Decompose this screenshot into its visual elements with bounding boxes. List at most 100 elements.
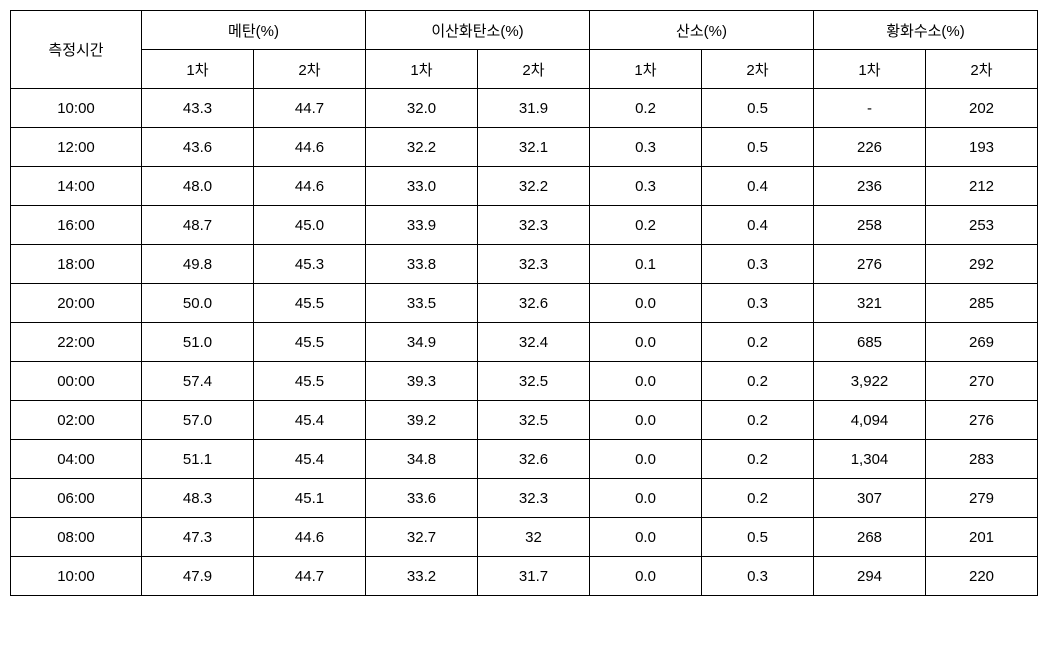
data-cell: 3,922 (814, 362, 926, 401)
data-cell: 44.6 (254, 167, 366, 206)
data-cell: 270 (926, 362, 1038, 401)
table-body: 10:0043.344.732.031.90.20.5-20212:0043.6… (11, 89, 1038, 596)
data-cell: 45.5 (254, 323, 366, 362)
data-cell: 48.7 (142, 206, 254, 245)
time-cell: 14:00 (11, 167, 142, 206)
data-cell: 57.0 (142, 401, 254, 440)
data-cell: 33.0 (366, 167, 478, 206)
data-cell: 44.7 (254, 89, 366, 128)
sub-header: 1차 (142, 50, 254, 89)
data-cell: 0.2 (702, 479, 814, 518)
table-row: 18:0049.845.333.832.30.10.3276292 (11, 245, 1038, 284)
sub-header: 1차 (814, 50, 926, 89)
table-row: 22:0051.045.534.932.40.00.2685269 (11, 323, 1038, 362)
data-cell: 32.6 (478, 440, 590, 479)
time-cell: 06:00 (11, 479, 142, 518)
data-cell: 279 (926, 479, 1038, 518)
data-cell: 57.4 (142, 362, 254, 401)
data-cell: 0.2 (702, 362, 814, 401)
data-cell: 32.0 (366, 89, 478, 128)
data-cell: 236 (814, 167, 926, 206)
table-header: 측정시간 메탄(%) 이산화탄소(%) 산소(%) 황화수소(%) 1차 2차 … (11, 11, 1038, 89)
data-cell: 258 (814, 206, 926, 245)
header-row-1: 측정시간 메탄(%) 이산화탄소(%) 산소(%) 황화수소(%) (11, 11, 1038, 50)
sub-header: 1차 (366, 50, 478, 89)
data-cell: 44.7 (254, 557, 366, 596)
table-row: 14:0048.044.633.032.20.30.4236212 (11, 167, 1038, 206)
sub-header: 2차 (254, 50, 366, 89)
data-cell: 31.7 (478, 557, 590, 596)
data-cell: 321 (814, 284, 926, 323)
data-cell: 32.2 (478, 167, 590, 206)
data-cell: 44.6 (254, 518, 366, 557)
group-header: 산소(%) (590, 11, 814, 50)
data-cell: 32.6 (478, 284, 590, 323)
data-cell: 268 (814, 518, 926, 557)
data-cell: 47.9 (142, 557, 254, 596)
data-cell: 0.0 (590, 518, 702, 557)
group-header: 황화수소(%) (814, 11, 1038, 50)
data-cell: 45.0 (254, 206, 366, 245)
data-cell: 33.2 (366, 557, 478, 596)
data-cell: 44.6 (254, 128, 366, 167)
data-cell: - (814, 89, 926, 128)
data-cell: 226 (814, 128, 926, 167)
data-cell: 43.6 (142, 128, 254, 167)
data-cell: 285 (926, 284, 1038, 323)
table-row: 04:0051.145.434.832.60.00.21,304283 (11, 440, 1038, 479)
data-cell: 45.1 (254, 479, 366, 518)
data-cell: 32.3 (478, 245, 590, 284)
data-cell: 33.6 (366, 479, 478, 518)
data-cell: 32.7 (366, 518, 478, 557)
data-cell: 0.5 (702, 89, 814, 128)
data-cell: 32.3 (478, 479, 590, 518)
data-cell: 51.0 (142, 323, 254, 362)
data-cell: 685 (814, 323, 926, 362)
data-cell: 45.4 (254, 440, 366, 479)
time-cell: 00:00 (11, 362, 142, 401)
data-cell: 193 (926, 128, 1038, 167)
data-cell: 0.5 (702, 518, 814, 557)
data-cell: 0.2 (702, 440, 814, 479)
data-cell: 45.5 (254, 284, 366, 323)
data-cell: 276 (814, 245, 926, 284)
data-cell: 0.3 (590, 128, 702, 167)
data-cell: 276 (926, 401, 1038, 440)
data-cell: 0.2 (702, 323, 814, 362)
time-cell: 18:00 (11, 245, 142, 284)
time-cell: 10:00 (11, 557, 142, 596)
data-cell: 0.3 (702, 284, 814, 323)
data-cell: 45.4 (254, 401, 366, 440)
data-cell: 212 (926, 167, 1038, 206)
data-cell: 0.2 (702, 401, 814, 440)
data-cell: 202 (926, 89, 1038, 128)
data-cell: 0.3 (702, 245, 814, 284)
table-row: 00:0057.445.539.332.50.00.23,922270 (11, 362, 1038, 401)
data-cell: 32.1 (478, 128, 590, 167)
data-cell: 0.5 (702, 128, 814, 167)
measurement-table: 측정시간 메탄(%) 이산화탄소(%) 산소(%) 황화수소(%) 1차 2차 … (10, 10, 1038, 596)
data-cell: 307 (814, 479, 926, 518)
data-cell: 0.0 (590, 557, 702, 596)
data-cell: 47.3 (142, 518, 254, 557)
data-cell: 32.4 (478, 323, 590, 362)
data-cell: 1,304 (814, 440, 926, 479)
time-cell: 22:00 (11, 323, 142, 362)
data-cell: 201 (926, 518, 1038, 557)
data-cell: 39.3 (366, 362, 478, 401)
data-cell: 39.2 (366, 401, 478, 440)
data-cell: 0.3 (702, 557, 814, 596)
data-cell: 32 (478, 518, 590, 557)
data-cell: 49.8 (142, 245, 254, 284)
data-cell: 294 (814, 557, 926, 596)
data-cell: 48.0 (142, 167, 254, 206)
table-row: 10:0043.344.732.031.90.20.5-202 (11, 89, 1038, 128)
data-cell: 0.2 (590, 206, 702, 245)
data-cell: 33.9 (366, 206, 478, 245)
data-cell: 33.5 (366, 284, 478, 323)
time-cell: 08:00 (11, 518, 142, 557)
data-cell: 292 (926, 245, 1038, 284)
time-cell: 12:00 (11, 128, 142, 167)
data-cell: 0.0 (590, 323, 702, 362)
time-cell: 02:00 (11, 401, 142, 440)
